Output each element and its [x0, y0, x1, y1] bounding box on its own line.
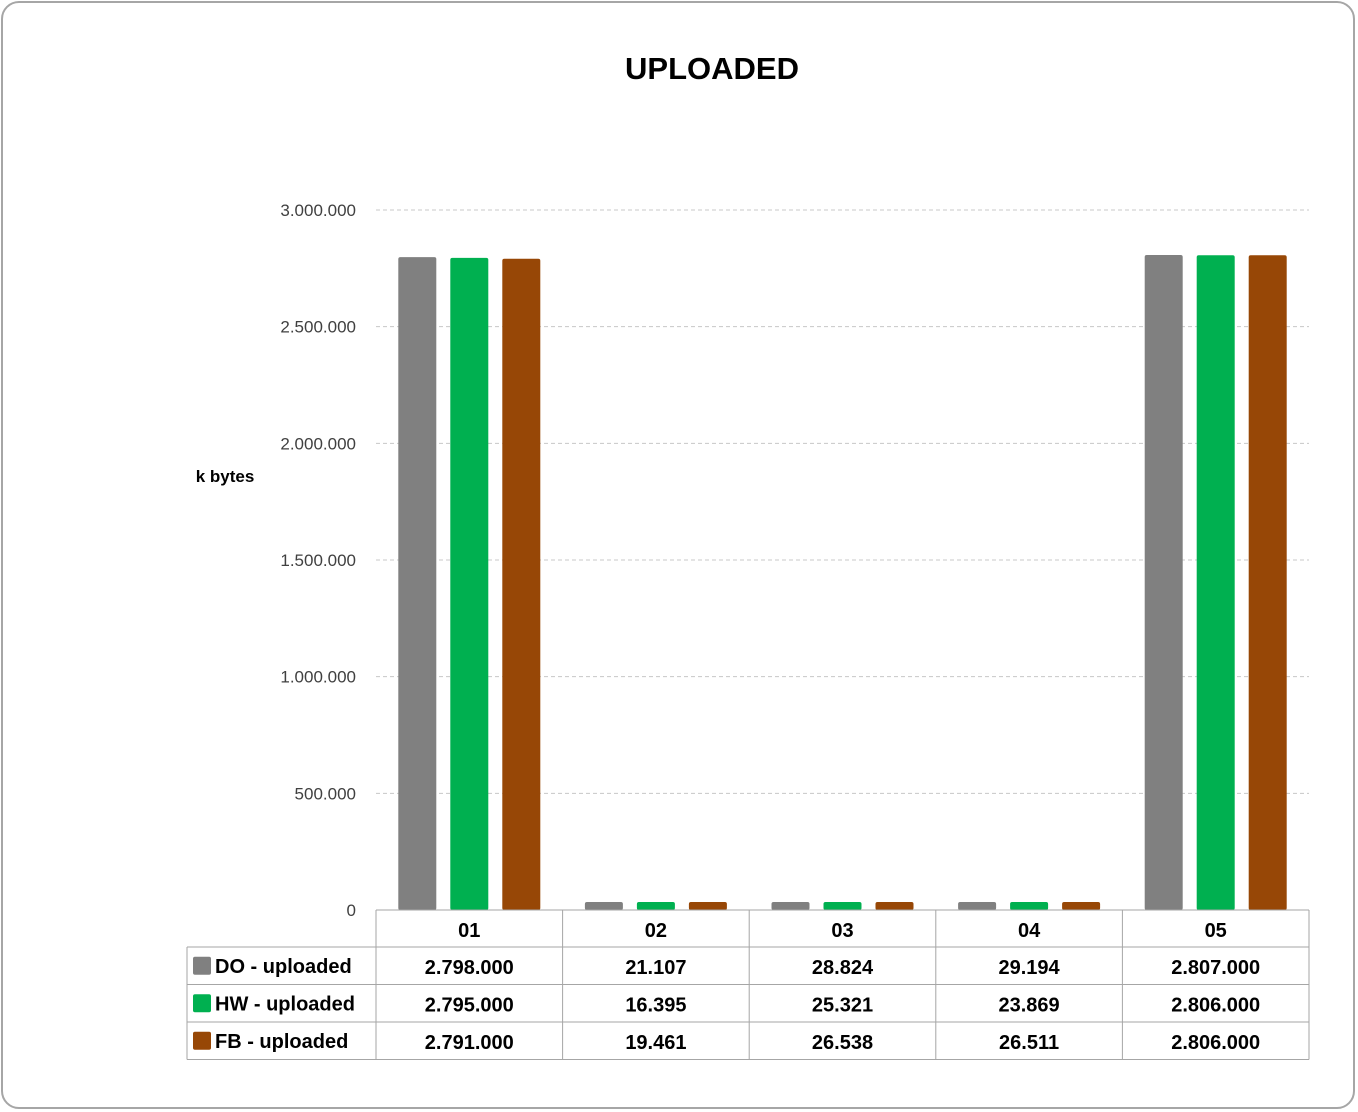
- y-tick-label: 0: [347, 901, 356, 920]
- data-label: 2.795.000: [425, 994, 514, 1016]
- bar-do-04: [958, 902, 997, 910]
- y-tick-label: 1.500.000: [280, 551, 356, 570]
- bar-do-03: [771, 902, 810, 910]
- bar-do-02: [584, 902, 623, 910]
- legend-entry: HW - uploaded: [215, 993, 355, 1015]
- y-tick-label: 2.500.000: [280, 318, 356, 337]
- data-label: 2.806.000: [1171, 994, 1260, 1016]
- data-label: 2.807.000: [1171, 957, 1260, 979]
- legend-entry: DO - uploaded: [215, 956, 352, 978]
- y-tick-label: 500.000: [295, 784, 356, 803]
- y-axis-label: k bytes: [196, 467, 255, 486]
- bar-hw-05: [1196, 255, 1235, 910]
- legend-entry: FB - uploaded: [215, 1031, 348, 1053]
- data-label: 2.791.000: [425, 1032, 514, 1054]
- data-label: 26.538: [812, 1032, 873, 1054]
- data-label: 23.869: [999, 994, 1060, 1016]
- y-tick-label: 3.000.000: [280, 201, 356, 220]
- bars: [398, 255, 1287, 911]
- y-tick-label: 2.000.000: [280, 434, 356, 453]
- x-tick-label: 03: [831, 920, 853, 942]
- data-label: 2.798.000: [425, 957, 514, 979]
- bar-hw-01: [450, 257, 489, 910]
- legend-swatch: [193, 956, 211, 975]
- legend-swatch: [193, 994, 211, 1013]
- bar-do-01: [398, 257, 437, 911]
- x-tick-label: 01: [458, 920, 480, 942]
- data-label: 28.824: [812, 957, 874, 979]
- bar-do-05: [1144, 255, 1183, 911]
- bar-hw-03: [823, 902, 862, 910]
- data-label: 21.107: [625, 957, 686, 979]
- bar-fb-04: [1062, 902, 1101, 910]
- data-label: 29.194: [999, 957, 1061, 979]
- data-label: 26.511: [999, 1032, 1059, 1054]
- bar-hw-02: [636, 902, 675, 910]
- data-label: 16.395: [625, 994, 686, 1016]
- y-tick-label: 1.000.000: [280, 668, 356, 687]
- x-tick-label: 05: [1205, 920, 1227, 942]
- x-tick-label: 02: [645, 920, 667, 942]
- data-label: 2.806.000: [1171, 1032, 1260, 1054]
- bar-fb-05: [1248, 255, 1287, 910]
- data-table: 01 02 03 04 05 DO - uploaded 2.798.000 21.107 28…: [186, 909, 1310, 1060]
- bar-fb-01: [502, 258, 541, 910]
- bar-fb-03: [875, 902, 914, 910]
- legend-swatch: [193, 1031, 211, 1050]
- bar-fb-02: [688, 902, 727, 910]
- x-tick-label: 04: [1018, 920, 1041, 942]
- data-label: 19.461: [625, 1032, 686, 1054]
- bar-hw-04: [1010, 902, 1049, 910]
- chart-title: UPLOADED: [625, 51, 799, 86]
- y-axis-ticks: 0 500.000 1.000.000 1.500.000 2.000.000 2.500…: [280, 201, 356, 920]
- data-label: 25.321: [812, 994, 873, 1016]
